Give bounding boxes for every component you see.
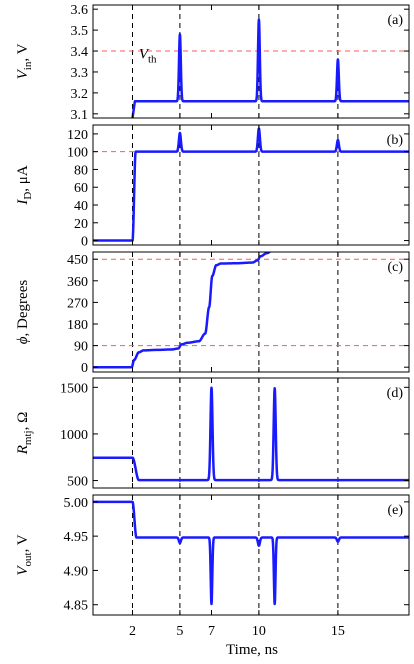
y-tick-label: 3.1 bbox=[71, 108, 89, 123]
y-label-symbol: R bbox=[15, 445, 31, 455]
y-tick-label: 1000 bbox=[60, 428, 88, 443]
y-tick-label: 90 bbox=[74, 340, 88, 355]
y-tick-label: 80 bbox=[74, 163, 88, 178]
annotation-symbol: V bbox=[139, 46, 150, 62]
plot-frame bbox=[92, 251, 410, 373]
y-tick-label: 20 bbox=[74, 217, 88, 232]
y-tick-label: 0 bbox=[81, 361, 88, 376]
threshold-annotation: Vth bbox=[139, 46, 157, 65]
panel-label: (a) bbox=[387, 13, 403, 28]
y-tick-label: 1500 bbox=[60, 381, 88, 396]
y-label-unit: , Degrees bbox=[15, 280, 31, 337]
y-tick-label: 270 bbox=[67, 296, 88, 311]
y-label-unit: , V bbox=[15, 43, 31, 61]
y-axis-label: ϕ, Degrees bbox=[15, 280, 31, 345]
y-tick-label: 4.85 bbox=[64, 599, 89, 614]
y-tick-label: 360 bbox=[67, 275, 88, 290]
panel-label: (d) bbox=[387, 386, 404, 401]
y-label-unit: , μA bbox=[15, 165, 31, 192]
y-label-subscript: mtj bbox=[22, 430, 34, 445]
annotation-subscript: th bbox=[148, 53, 157, 65]
y-tick-label: 0 bbox=[81, 235, 88, 250]
y-label-symbol: V bbox=[15, 565, 31, 576]
panel-label: (c) bbox=[387, 260, 403, 275]
y-tick-label: 4.90 bbox=[64, 564, 89, 579]
panel-label: (e) bbox=[387, 503, 403, 518]
y-tick-label: 3.5 bbox=[71, 24, 89, 39]
y-tick-label: 40 bbox=[74, 199, 88, 214]
series-line bbox=[131, 18, 409, 118]
plot-frame bbox=[92, 124, 410, 246]
x-tick-label: 2 bbox=[129, 624, 136, 639]
plot-frame bbox=[92, 377, 410, 489]
panel-a: 3.13.23.33.43.53.6(a)Vin, V Vth bbox=[15, 3, 410, 123]
y-tick-label: 3.4 bbox=[71, 45, 89, 60]
panel-e: 4.85 4.90 4.95 5.00 (e) Vout, V 2 5 7 10 15 bbox=[15, 494, 410, 639]
y-label-symbol: ϕ bbox=[15, 336, 31, 344]
plot-frame bbox=[92, 494, 410, 616]
y-label-symbol: I bbox=[15, 199, 31, 206]
y-tick-label: 180 bbox=[67, 318, 88, 333]
y-tick-label: 500 bbox=[67, 475, 88, 490]
y-label-subscript: D bbox=[22, 192, 34, 200]
y-label-subscript: in bbox=[22, 61, 34, 70]
series-line bbox=[93, 127, 409, 242]
x-tick-label: 15 bbox=[331, 624, 345, 639]
y-tick-label: 3.3 bbox=[71, 66, 89, 81]
y-axis-label: ID, μA bbox=[15, 165, 34, 205]
panel-c: 0 90 180 270 360 450 (c) ϕ, Degrees bbox=[15, 251, 410, 376]
y-tick-label: 120 bbox=[67, 128, 88, 143]
series-line bbox=[93, 252, 272, 369]
panel-b: 0 20 40 60 80 100 120 (b) ID, μA bbox=[15, 124, 410, 250]
y-axis-label: Rmtj, Ω bbox=[15, 412, 34, 456]
panels-group: 3.13.23.33.43.53.6(a)Vin, V Vth0204060801… bbox=[15, 3, 410, 639]
y-axis-label: Vout, V bbox=[15, 534, 34, 575]
panel-d: 500 1000 1500 (d) Rmtj, Ω bbox=[15, 377, 410, 490]
series-line bbox=[93, 386, 409, 482]
y-tick-label: 100 bbox=[67, 146, 88, 161]
y-tick-label: 3.6 bbox=[71, 3, 89, 18]
y-tick-label: 5.00 bbox=[64, 496, 89, 511]
y-tick-label: 3.2 bbox=[71, 87, 89, 102]
y-axis-label: Vin, V bbox=[15, 43, 34, 79]
y-label-subscript: out bbox=[22, 552, 34, 566]
x-tick-label: 10 bbox=[252, 624, 266, 639]
y-tick-label: 60 bbox=[74, 181, 88, 196]
series-line bbox=[93, 500, 409, 606]
x-tick-label: 5 bbox=[176, 624, 183, 639]
x-axis-label: Time, ns bbox=[226, 642, 278, 658]
y-label-symbol: V bbox=[15, 68, 31, 79]
y-label-unit: , V bbox=[15, 534, 31, 552]
x-tick-label: 7 bbox=[208, 624, 215, 639]
y-tick-label: 450 bbox=[67, 253, 88, 268]
y-label-unit: , Ω bbox=[15, 412, 31, 431]
y-tick-label: 4.95 bbox=[64, 530, 89, 545]
plot-frame bbox=[92, 4, 410, 119]
panel-label: (b) bbox=[387, 133, 404, 148]
